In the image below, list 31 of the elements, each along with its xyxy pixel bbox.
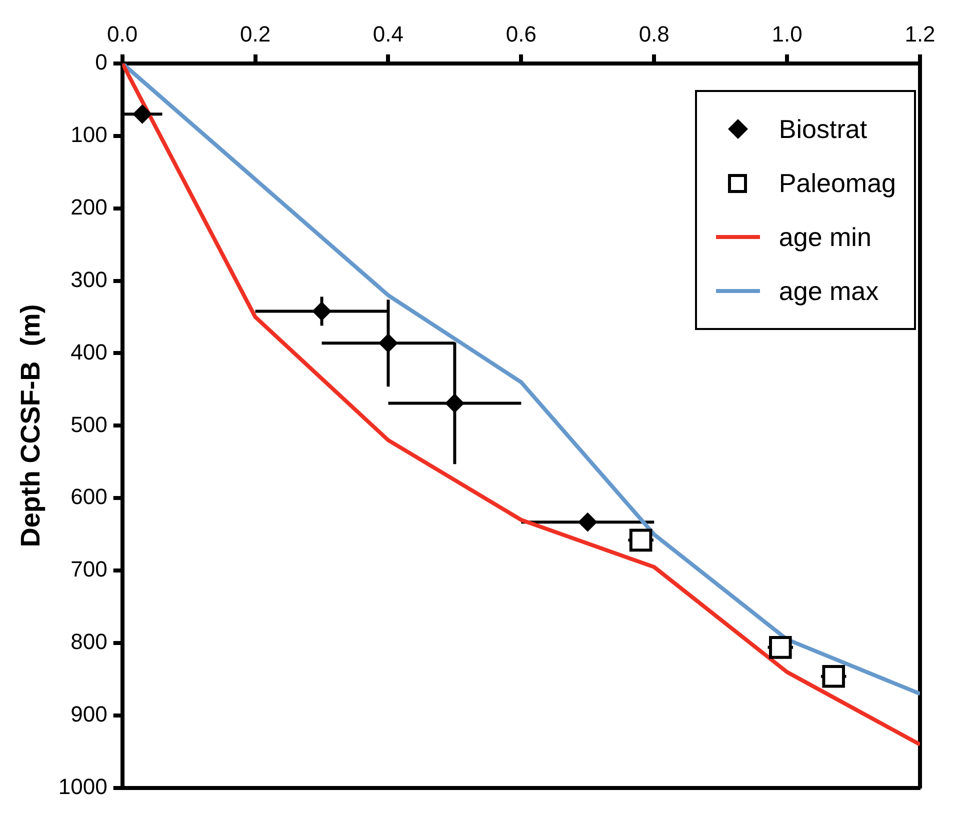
y-tick-label: 1000 [58, 774, 108, 800]
x-tick-label: 1.2 [904, 21, 936, 46]
point [629, 528, 652, 552]
x-tick-label: 0.0 [107, 21, 138, 46]
point [312, 302, 332, 321]
x-tick-label: 0.8 [638, 21, 670, 46]
y-tick-label: 100 [70, 122, 108, 147]
point [578, 512, 598, 532]
point [769, 636, 792, 659]
point [822, 665, 845, 688]
y-tick-label: 900 [70, 702, 108, 727]
legend-label: Paleomag [778, 168, 896, 198]
x-tick-label: 0.2 [240, 21, 271, 46]
y-tick-label: 600 [70, 484, 108, 510]
y-tick-label: 500 [70, 412, 108, 437]
x-tick-label: 0.6 [506, 21, 536, 46]
point [445, 394, 464, 413]
point [132, 104, 152, 124]
y-tick-label: 300 [70, 266, 108, 292]
x-tick-label: 1.0 [772, 21, 802, 46]
x-tick-label: 0.4 [372, 21, 404, 46]
legend-label: age min [778, 222, 872, 252]
y-axis-title: Depth CCSF-B (m) [16, 304, 46, 548]
legend-label: Biostrat [778, 114, 868, 144]
y-tick-label: 400 [70, 339, 108, 364]
y-tick-label: 800 [70, 629, 108, 654]
y-tick-label: 200 [70, 194, 108, 220]
y-tick-label: 700 [70, 556, 108, 582]
point [378, 334, 398, 353]
y-tick-label: 0 [95, 49, 108, 74]
legend-label: age max [778, 276, 879, 306]
